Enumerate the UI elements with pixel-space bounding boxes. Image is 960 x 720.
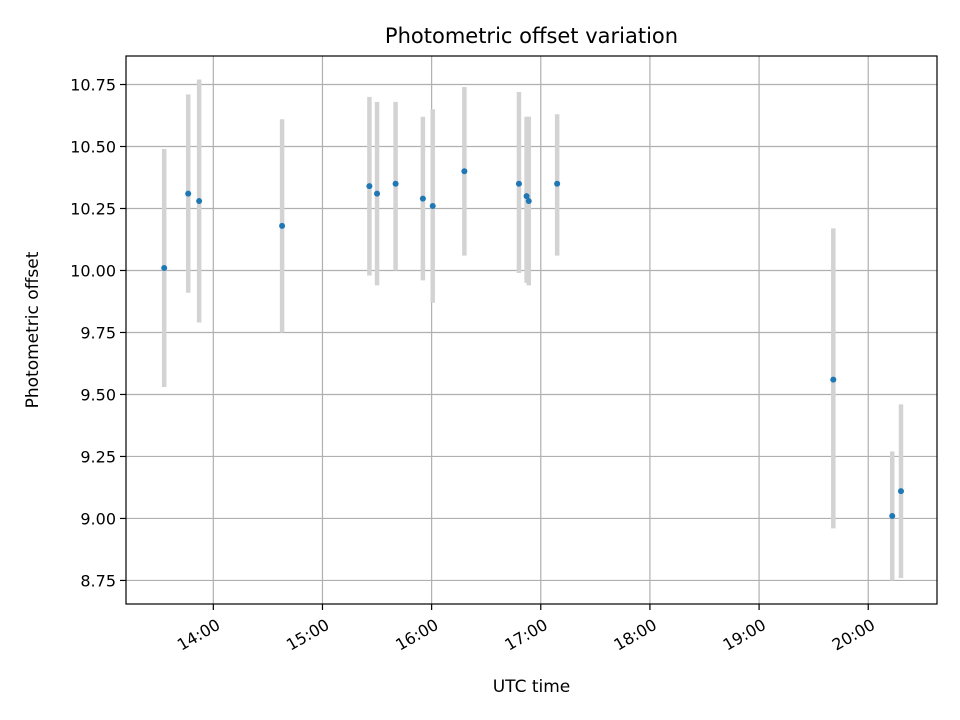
y-tick-label: 9.75 [80,323,116,342]
data-point [889,512,896,519]
grid [126,56,937,604]
y-tick-label: 9.00 [80,509,116,528]
data-points [161,168,904,519]
y-axis-label: Photometric offset [23,251,43,408]
data-point [366,183,373,190]
data-point [419,195,426,202]
data-point [161,265,168,272]
data-point [185,190,192,197]
y-tick-label: 10.25 [70,199,116,218]
data-point [374,190,381,197]
y-axis-ticks: 8.75 9.00 9.25 9.50 9.75 10.00 10.25 10.50 10.75 [70,76,126,590]
plot-area-frame [125,55,938,605]
data-point [392,180,399,187]
data-point [279,222,286,229]
data-point [523,193,530,200]
data-point [461,168,468,175]
y-tick-label: 9.25 [80,447,116,466]
data-point [429,203,436,210]
x-axis-label: UTC time [493,677,571,697]
y-tick-label: 9.50 [80,385,116,404]
y-tick-label: 10.50 [70,138,116,157]
data-point [196,198,203,205]
chart-title: Photometric offset variation [385,24,678,48]
y-tick-label: 10.00 [70,261,116,280]
data-point [554,180,561,187]
y-tick-label: 8.75 [80,571,116,590]
data-point [830,376,837,383]
data-point [525,198,532,205]
data-point [515,180,522,187]
y-tick-label: 10.75 [70,76,116,95]
data-point [897,488,904,495]
